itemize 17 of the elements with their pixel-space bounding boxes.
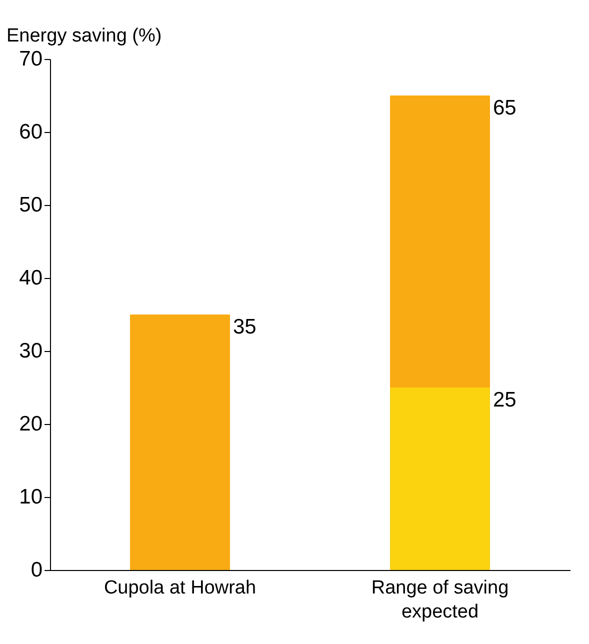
total-label: 65	[493, 96, 516, 120]
bar	[390, 96, 490, 388]
y-tick-label: 50	[19, 194, 42, 216]
y-tick-label: 20	[19, 412, 42, 436]
data-label: 25	[493, 388, 516, 412]
y-tick-label: 30	[19, 340, 42, 362]
x-tick-label: Range of saving expected	[371, 578, 509, 622]
y-axis-title: Energy saving (%)	[6, 26, 162, 46]
y-tick-label: 70	[19, 48, 42, 70]
bar	[130, 314, 230, 570]
bar	[390, 388, 490, 570]
y-tick-label: 40	[19, 266, 42, 290]
x-tick-label: Cupola at Howrah	[104, 578, 256, 598]
y-tick-label: 60	[19, 120, 42, 144]
y-tick-label: 10	[19, 486, 42, 508]
y-tick-label: 0	[30, 558, 42, 582]
total-label: 35	[233, 316, 256, 338]
